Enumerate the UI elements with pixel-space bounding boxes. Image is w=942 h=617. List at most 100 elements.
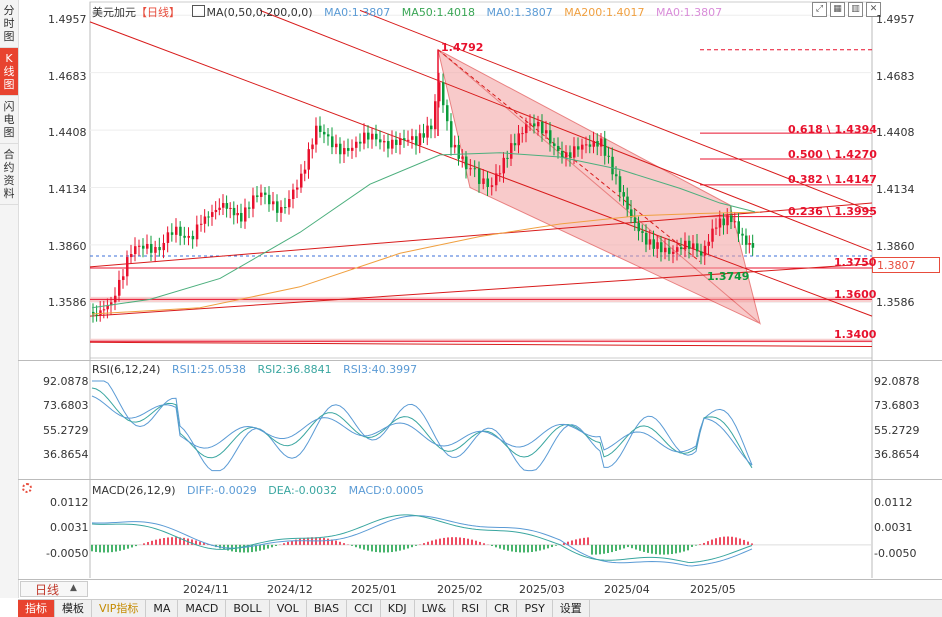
candle-body (545, 130, 548, 134)
candle-body (707, 241, 710, 246)
candle-body (166, 232, 170, 243)
candle-body (146, 243, 149, 249)
sidebar-item-kline[interactable]: K线图 (0, 48, 18, 96)
candle-body (450, 121, 453, 148)
chevron-up-icon[interactable]: ▲ (70, 583, 77, 593)
ma-icon[interactable] (191, 5, 205, 17)
candle-body (473, 168, 477, 170)
close-icon[interactable]: ✕ (866, 2, 881, 17)
candle-body (418, 133, 422, 146)
level-label-13600: 1.3600 (834, 288, 877, 301)
price-tick-left: 1.3586 (48, 296, 87, 309)
tab-templates[interactable]: 模板 (55, 600, 92, 617)
candle-body (236, 212, 239, 216)
candle-body (502, 157, 505, 174)
candle-body (170, 232, 174, 235)
candle-body (307, 149, 310, 170)
candle-body (737, 221, 740, 234)
candle-body (529, 123, 532, 125)
tab-boll[interactable]: BOLL (226, 600, 270, 617)
candle-body (284, 207, 287, 209)
ma-value-0: MA0:1.3807 (324, 6, 391, 19)
candle-body (339, 143, 342, 155)
candle-body (331, 136, 334, 148)
candle-body (229, 207, 232, 209)
candle-body (486, 178, 489, 187)
tab-settings[interactable]: 设置 (553, 600, 590, 617)
time-tick: 2025/02 (437, 583, 483, 596)
tab-rsi[interactable]: RSI (454, 600, 488, 617)
sidebar-item-flash[interactable]: 闪电图 (0, 96, 18, 144)
candle-body (367, 132, 370, 140)
tab-lw[interactable]: LW& (415, 600, 455, 617)
layout-icon[interactable]: ▥ (848, 2, 863, 17)
candle-body (232, 207, 236, 216)
ma-params[interactable]: MA(0,50,0,200,0,0) (206, 6, 313, 19)
tab-vip-indicators[interactable]: VIP指标 (92, 600, 147, 617)
candle-body (498, 173, 502, 175)
macd-settings-icon[interactable] (22, 483, 32, 493)
panel-separator (18, 479, 942, 480)
grid-icon[interactable]: ▦ (830, 2, 845, 17)
support-zone-13400 (90, 338, 872, 343)
candle-body (495, 173, 498, 186)
candle-body (244, 207, 247, 222)
tab-bias[interactable]: BIAS (307, 600, 348, 617)
candle-body (315, 125, 318, 145)
rsi1-line (92, 380, 753, 472)
tab-kdj[interactable]: KDJ (381, 600, 415, 617)
macd-macd-value: MACD:0.0005 (348, 484, 424, 497)
tab-vol[interactable]: VOL (270, 600, 307, 617)
candle-body (311, 144, 314, 150)
trendline-bottom (89, 341, 873, 347)
ma-value-50: MA50:1.4018 (401, 6, 476, 19)
candle-body (478, 168, 481, 184)
ma50-line (91, 152, 756, 309)
candle-body (633, 217, 637, 223)
tab-macd[interactable]: MACD (178, 600, 227, 617)
candle-body (513, 143, 517, 146)
candle-body (748, 243, 751, 245)
sidebar-item-timeshare[interactable]: 分时图 (0, 0, 18, 48)
candle-body (183, 235, 186, 238)
expand-icon[interactable]: ⤢ (812, 2, 827, 17)
rsi-header: RSI(6,12,24) RSI1:25.0538 RSI2:36.8841 R… (92, 363, 425, 376)
candle-body (521, 133, 524, 135)
period-selector[interactable]: 日线 (20, 581, 88, 597)
candle-body (387, 141, 390, 149)
candle-body (645, 232, 648, 245)
candle-body (134, 246, 137, 255)
candle-body (453, 144, 457, 148)
swing-high-label: 1.4792 (441, 41, 484, 54)
candle-body (676, 247, 679, 252)
time-tick: 2025/01 (351, 583, 397, 596)
candle-body (688, 240, 691, 249)
candle-body (660, 242, 663, 253)
candle-body (130, 254, 133, 258)
rsi-tick-right: 36.8654 (874, 448, 920, 461)
candle-body (351, 147, 354, 151)
candle-body (126, 257, 129, 277)
rsi-title: RSI(6,12,24) (92, 363, 161, 376)
candle-body (549, 130, 552, 144)
candle-body (162, 242, 165, 251)
rsi1-value: RSI1:25.0538 (171, 363, 247, 376)
time-tick: 2024/12 (267, 583, 313, 596)
tab-psy[interactable]: PSY (517, 600, 553, 617)
tab-ma[interactable]: MA (146, 600, 179, 617)
time-tick: 2024/11 (183, 583, 229, 596)
sidebar-item-contract-info[interactable]: 合约资料 (0, 144, 18, 205)
tab-cr[interactable]: CR (487, 600, 518, 617)
rsi-tick-left: 73.6803 (43, 399, 89, 412)
tab-cci[interactable]: CCI (347, 600, 381, 617)
candle-body (118, 279, 121, 296)
candle-body (191, 235, 195, 240)
candle-body (672, 251, 675, 254)
swing-low-label: 1.3749 (707, 270, 750, 283)
candle-body (95, 314, 99, 316)
tab-indicators[interactable]: 指标 (18, 600, 55, 617)
candle-body (407, 139, 410, 141)
candle-body (142, 245, 145, 249)
candle-body (506, 157, 509, 159)
